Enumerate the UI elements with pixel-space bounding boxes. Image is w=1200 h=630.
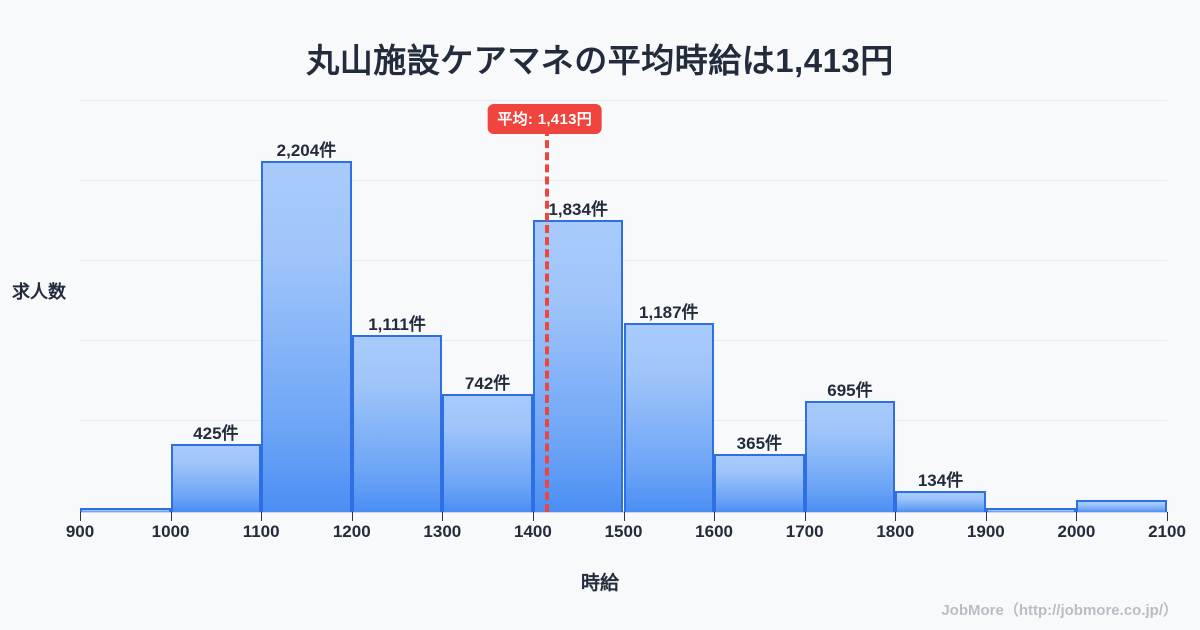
x-axis-tick-mark <box>895 512 897 521</box>
x-axis-tick-label: 1000 <box>151 522 190 541</box>
gridline <box>80 180 1167 182</box>
x-axis-tick-label: 1400 <box>513 522 552 541</box>
bar[interactable] <box>442 393 533 512</box>
bar-value-label: 365件 <box>736 433 783 453</box>
bar[interactable] <box>261 161 352 512</box>
x-axis-tick-mark <box>623 512 625 521</box>
bar-value-label: 1,187件 <box>639 303 699 323</box>
gridline <box>80 100 1167 101</box>
x-axis-tick-label: 1500 <box>604 522 643 541</box>
x-axis-tick-mark <box>985 512 987 521</box>
bar-value-label: 1,834件 <box>548 200 608 220</box>
x-axis-tick-label: 2100 <box>1148 522 1186 541</box>
average-line <box>544 128 549 512</box>
bar[interactable] <box>714 453 805 512</box>
bar-value-label: 425件 <box>193 424 239 444</box>
bar-value-label: 1,111件 <box>368 315 426 335</box>
x-axis-tick-mark <box>714 512 716 521</box>
x-axis-title: 時給 <box>580 573 619 594</box>
bar[interactable] <box>985 508 1077 512</box>
bar[interactable] <box>80 508 171 512</box>
x-axis-tick-mark <box>1076 512 1078 521</box>
plot-area <box>80 100 1167 513</box>
bar[interactable] <box>170 444 262 512</box>
x-axis-tick-mark <box>442 512 444 521</box>
bar-value-label: 742件 <box>464 373 511 393</box>
bar[interactable] <box>804 401 896 512</box>
x-axis-tick-label: 1200 <box>332 522 371 541</box>
x-axis-tick-mark <box>1167 512 1168 521</box>
x-axis-tick-label: 1100 <box>242 522 280 541</box>
gridline <box>80 260 1167 262</box>
x-axis-tick-mark <box>80 512 81 521</box>
x-axis-tick-mark <box>804 512 806 521</box>
y-axis-title: 求人数 <box>12 282 66 302</box>
bar[interactable] <box>623 323 715 512</box>
average-badge: 平均: 1,413円 <box>487 104 603 134</box>
x-axis-tick-label: 1300 <box>423 522 462 541</box>
x-axis-tick-mark <box>170 512 172 521</box>
x-axis-tick-mark <box>261 512 263 521</box>
bar[interactable] <box>895 490 986 512</box>
x-axis-tick-label: 1700 <box>785 522 824 541</box>
x-axis-tick-label: 1600 <box>695 522 733 541</box>
bar-value-label: 134件 <box>917 470 964 490</box>
bar-value-label: 2,204件 <box>276 141 337 161</box>
footer-credit: JobMore（http://jobmore.co.jp/） <box>941 602 1178 619</box>
x-axis-tick-label: 2000 <box>1057 522 1096 541</box>
x-axis-tick-mark <box>532 512 534 521</box>
chart-title: 丸山施設ケアマネの平均時給は1,413円 <box>306 42 894 79</box>
x-axis-tick-label: 900 <box>65 522 95 541</box>
bar[interactable] <box>1076 499 1167 512</box>
x-axis-tick-label: 1900 <box>966 522 1005 541</box>
x-axis-tick-label: 1800 <box>876 522 915 541</box>
bar-value-label: 695件 <box>827 381 873 401</box>
x-axis-tick-mark <box>351 512 353 521</box>
bar[interactable] <box>351 335 443 512</box>
